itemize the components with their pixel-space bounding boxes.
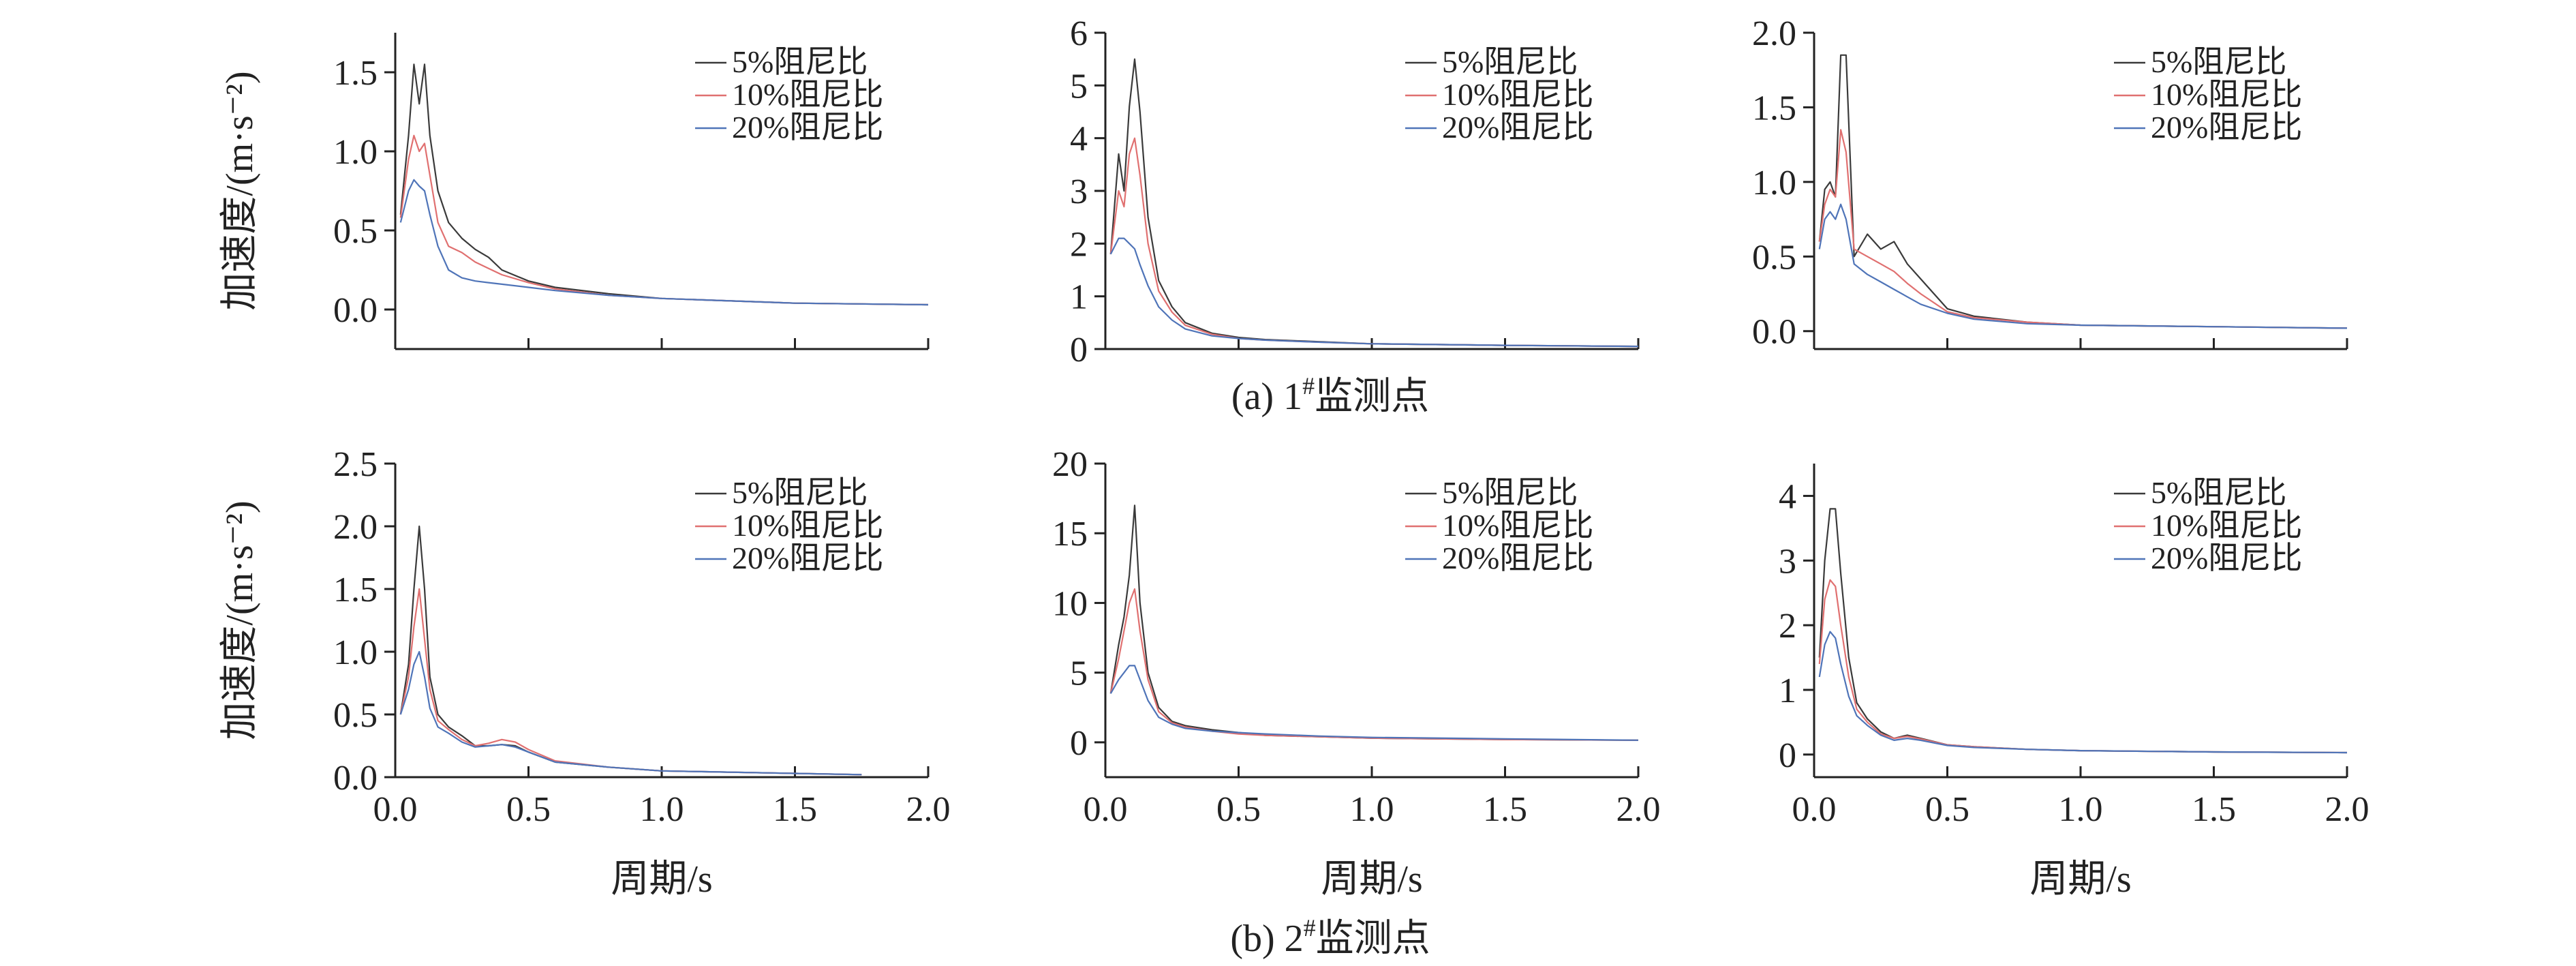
- y-tick-label: 1.5: [333, 571, 378, 609]
- y-tick-label: 0.0: [1752, 313, 1796, 352]
- legend-label: 5%阻尼比: [2151, 475, 2286, 510]
- x-tick-label: 0.0: [373, 790, 418, 829]
- legend-label: 20%阻尼比: [2151, 541, 2302, 575]
- legend-label: 10%阻尼比: [732, 77, 883, 112]
- legend-label: 5%阻尼比: [1442, 475, 1578, 510]
- series-line: [399, 63, 929, 306]
- y-tick-label: 0: [1070, 724, 1088, 763]
- y-tick-label: 2.0: [333, 508, 378, 547]
- caption-row-b-sup: #: [1304, 914, 1316, 941]
- series-line: [399, 179, 929, 306]
- y-tick-label: 6: [1070, 14, 1088, 53]
- y-tick-label: 15: [1052, 515, 1088, 554]
- y-tick-label: 0.5: [333, 212, 378, 251]
- x-axis-label: 周期/s: [611, 858, 712, 901]
- caption-row-b-prefix: (b) 2: [1230, 918, 1303, 960]
- y-tick-label: 0.0: [333, 759, 378, 798]
- legend-label: 20%阻尼比: [1442, 110, 1593, 145]
- x-tick-label: 1.5: [2192, 790, 2236, 829]
- legend-label: 10%阻尼比: [732, 508, 883, 543]
- series-line: [399, 650, 862, 776]
- x-tick-label: 0.5: [506, 790, 551, 829]
- legend-label: 20%阻尼比: [732, 541, 883, 575]
- x-tick-label: 0.5: [1216, 790, 1261, 829]
- legend-label: 10%阻尼比: [2151, 77, 2302, 112]
- x-tick-label: 0.5: [1925, 790, 1969, 829]
- caption-row-b-suffix: 监测点: [1316, 918, 1430, 960]
- y-axis-label: 加速度/(m·s⁻²): [219, 71, 261, 310]
- y-tick-label: 1.5: [333, 54, 378, 93]
- x-tick-label: 2.0: [2325, 790, 2370, 829]
- x-axis-label: 周期/s: [1321, 858, 1422, 901]
- chart-panel-4: 0.0 0.5 1.0 1.5 2.0 2.5 0.0 0.5 1.0 1.5 2.0 加速度/(m·…: [219, 445, 951, 901]
- legend-label: 5%阻尼比: [732, 44, 868, 79]
- caption-row-a: (a) 1#监测点: [1231, 372, 1429, 418]
- y-tick-label: 1.0: [333, 133, 378, 172]
- chart-panel-6: 0 1 2 3 4 0.0 0.5 1.0 1.5 2.0 周期/s 5%阻尼比10%阻尼比20%阻尼…: [1779, 464, 2370, 901]
- y-tick-label: 2: [1779, 607, 1796, 646]
- caption-row-a-prefix: (a) 1: [1231, 376, 1302, 418]
- series-line: [1109, 665, 1639, 741]
- legend-label: 10%阻尼比: [1442, 77, 1593, 112]
- y-tick-label: 0: [1779, 736, 1796, 775]
- x-tick-label: 1.5: [773, 790, 817, 829]
- caption-row-a-sup: #: [1302, 372, 1315, 399]
- y-tick-label: 5: [1070, 654, 1088, 693]
- series-line: [1818, 579, 2348, 754]
- y-tick-label: 20: [1052, 445, 1088, 484]
- x-tick-label: 1.5: [1483, 790, 1527, 829]
- legend-label: 20%阻尼比: [732, 110, 883, 145]
- y-tick-label: 5: [1070, 67, 1088, 106]
- x-tick-label: 2.0: [906, 790, 951, 829]
- x-tick-label: 1.0: [2059, 790, 2103, 829]
- y-tick-label: 1.0: [1752, 164, 1796, 202]
- series-line: [1109, 588, 1639, 741]
- y-tick-label: 2.0: [1752, 14, 1796, 53]
- legend-label: 20%阻尼比: [2151, 110, 2302, 145]
- x-tick-label: 1.0: [1350, 790, 1394, 829]
- chart-panels: 0.00.51.01.5加速度/(m·s⁻²)5%阻尼比10%阻尼比20%阻尼比…: [219, 14, 2370, 901]
- legend-label: 5%阻尼比: [2151, 44, 2286, 79]
- y-tick-label: 2.5: [333, 445, 378, 484]
- y-tick-label: 3: [1779, 542, 1796, 581]
- legend-label: 5%阻尼比: [732, 475, 868, 510]
- y-tick-label: 1: [1779, 671, 1796, 710]
- series-line: [1818, 631, 2348, 754]
- x-tick-label: 2.0: [1616, 790, 1661, 829]
- legend-label: 10%阻尼比: [2151, 508, 2302, 543]
- y-tick-label: 4: [1779, 477, 1796, 516]
- y-tick-label: 3: [1070, 172, 1088, 211]
- x-tick-label: 0.0: [1792, 790, 1837, 829]
- y-tick-label: 0.5: [333, 696, 378, 735]
- y-tick-label: 0.0: [333, 291, 378, 330]
- y-tick-label: 10: [1052, 584, 1088, 623]
- legend-label: 20%阻尼比: [1442, 541, 1593, 575]
- y-tick-label: 1.5: [1752, 89, 1796, 127]
- caption-row-a-suffix: 监测点: [1315, 376, 1429, 418]
- x-tick-label: 0.0: [1084, 790, 1128, 829]
- series-line: [399, 134, 929, 306]
- y-tick-label: 1: [1070, 278, 1088, 317]
- y-tick-label: 2: [1070, 225, 1088, 264]
- y-tick-label: 0: [1070, 331, 1088, 369]
- chart-panel-5: 0 5 10 15 20 0.0 0.5 1.0 1.5 2.0 周期/s 5%阻尼比10%阻尼比20…: [1052, 445, 1661, 901]
- x-axis-label: 周期/s: [2029, 858, 2131, 901]
- legend-label: 5%阻尼比: [1442, 44, 1578, 79]
- x-tick-label: 1.0: [640, 790, 684, 829]
- y-axis-label: 加速度/(m·s⁻²): [219, 500, 261, 740]
- series-line: [1109, 237, 1639, 348]
- caption-row-b: (b) 2#监测点: [1230, 914, 1430, 960]
- y-tick-label: 1.0: [333, 633, 378, 672]
- y-tick-label: 0.5: [1752, 238, 1796, 277]
- series-line: [1818, 203, 2348, 329]
- series-line: [1109, 137, 1639, 348]
- legend-label: 10%阻尼比: [1442, 508, 1593, 543]
- series-line: [399, 588, 862, 776]
- series-line: [1818, 129, 2348, 329]
- y-tick-label: 4: [1070, 120, 1088, 159]
